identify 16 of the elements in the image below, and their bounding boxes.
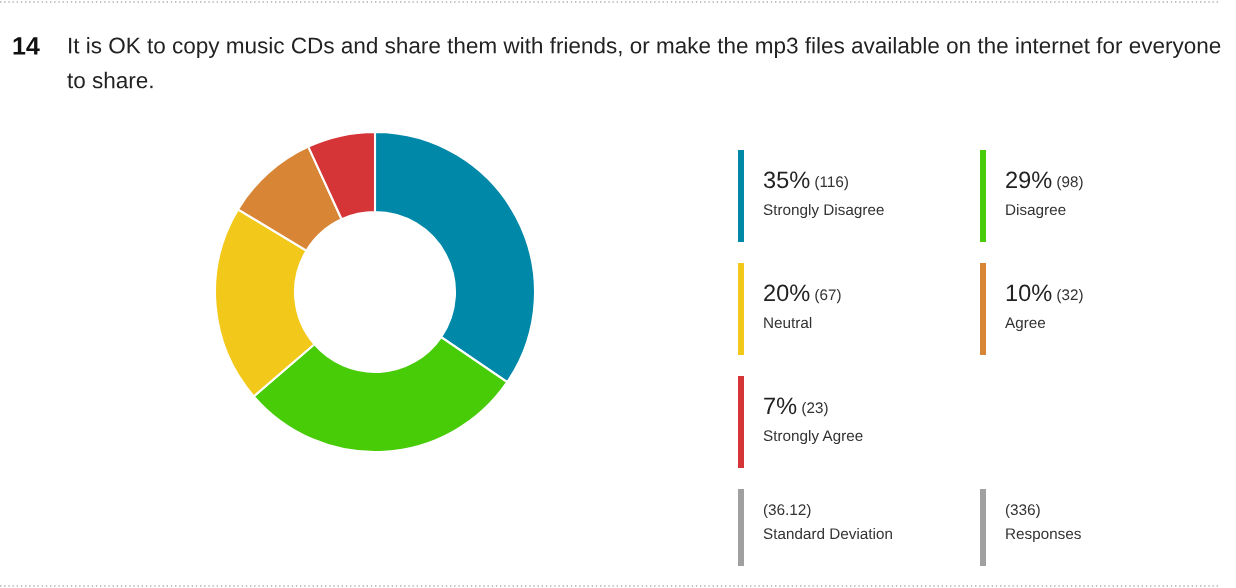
text: (36.12) (763, 503, 811, 519)
text: 14 (13, 37, 40, 55)
data-label: 10% (32) (1006, 284, 1083, 304)
text: (336) (1005, 503, 1040, 519)
data-label: 20% (67) (764, 284, 841, 304)
legend-label: Disagree (1006, 203, 1066, 219)
data-label: 29% (98) (1006, 171, 1083, 191)
text: Standard Deviation (763, 527, 892, 540)
text: Responses (1006, 528, 1081, 543)
legend-label: Strongly Disagree (763, 203, 884, 219)
legend-label: Agree (1005, 317, 1046, 332)
data-label: 35% (116) (763, 171, 848, 191)
legend-label: Neutral (764, 316, 812, 329)
data-label: 7% (23) (764, 397, 828, 417)
chart-title: It is OK to copy music CDs and share them with friends, or make the mp3 files available on the internet for everyone to share. (67, 37, 1221, 89)
legend-label: Strongly Agree (763, 429, 863, 445)
